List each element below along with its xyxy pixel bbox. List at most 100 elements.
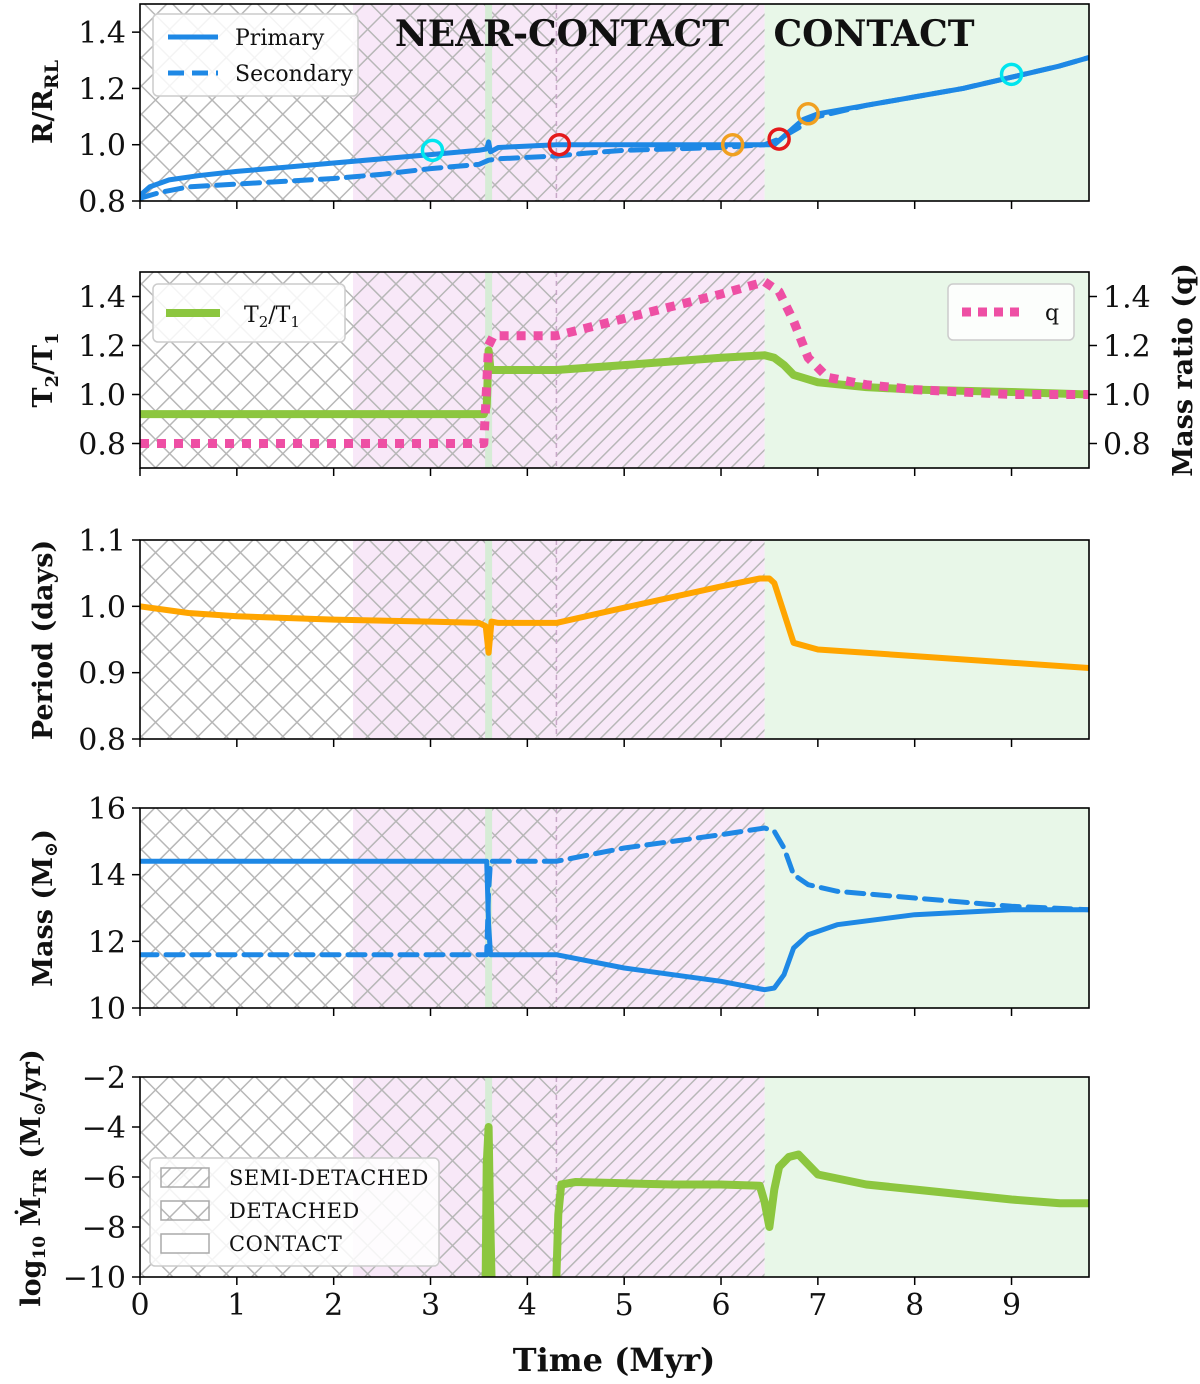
legend-detached-swatch: [160, 1200, 210, 1221]
near-contact-label: NEAR-CONTACT: [395, 13, 729, 55]
radius-ylabel: R/RRL: [28, 60, 63, 144]
y-tick-label: 14: [88, 859, 126, 894]
event-marker-2: [720, 132, 745, 157]
x-tick-label: 4: [518, 1288, 537, 1323]
legend: SEMI-DETACHED DETACHED CONTACT: [149, 1157, 440, 1267]
data-lines: [140, 825, 1089, 993]
legend-secondary-label: Secondary: [235, 62, 354, 87]
y-tick-label: 1.2: [78, 72, 126, 107]
legend-contact-swatch: [160, 1233, 210, 1254]
temperature-ratio-panel: 0.8 1.0 1.2 1.4 0.8 1.0 1.2 1.4 T2/T1 q T2/T1 M…: [28, 263, 1199, 476]
series-line-3-1: [140, 825, 1089, 958]
y-tick-label: 1.0: [78, 379, 126, 414]
series-line-0-1: [140, 55, 1089, 201]
x-tick-label: 1: [227, 1288, 246, 1323]
x-tick-label: 0: [130, 1288, 149, 1323]
y-tick-label: 1.2: [78, 330, 126, 365]
series-line-1-1: [140, 277, 1089, 448]
legend-t2t1-label: T2/T1: [244, 303, 300, 331]
y-right-tick-label: 1.0: [1103, 379, 1151, 414]
contact-label: CONTACT: [773, 13, 974, 55]
axes-frame: [139, 271, 1090, 469]
legend-detached-label: DETACHED: [229, 1199, 360, 1223]
y-tick-label: 1.4: [78, 281, 126, 316]
series-line-2-0: [140, 575, 1089, 671]
y-tick-label: 0.8: [78, 723, 126, 758]
radius-panel: 0.8 1.0 1.2 1.4 NEAR-CONTACT CONTACT Primar…: [28, 3, 1090, 220]
y-tick-label: 1.4: [78, 16, 126, 51]
series-line-4-0: [481, 1123, 496, 1277]
x-tick-label: 3: [421, 1288, 440, 1323]
y-tick-label: 0.9: [78, 657, 126, 692]
y-right-tick-label: 0.8: [1103, 428, 1151, 463]
x-axis-label: Time (Myr): [513, 1341, 715, 1379]
contact-region: [764, 540, 1089, 739]
series-line-3-0: [140, 858, 1089, 993]
y-tick-label: 10: [88, 992, 126, 1027]
data-lines: [140, 55, 1089, 201]
y-tick-label: −4: [82, 1111, 126, 1146]
x-tick-label: 5: [615, 1288, 634, 1323]
region-backgrounds: [140, 808, 1089, 1008]
event-marker-4: [796, 102, 820, 126]
mass-ylabel: Mass (M⊙): [28, 829, 62, 987]
axes: 0.8 1.0 1.2 1.4 0.8 1.0 1.2 1.4: [78, 271, 1151, 476]
axes-frame: [139, 3, 1090, 202]
event-marker-3: [767, 127, 791, 151]
y-tick-label: 0.8: [78, 185, 126, 220]
axes: 10 12 14 16: [88, 792, 1090, 1027]
axes: 0 1 2 3 4 5 6 7 8 9 −10 −8 −6 −4 −2: [63, 1061, 1090, 1323]
detached-hatch: [140, 808, 557, 1008]
y-right-tick-label: 1.2: [1103, 330, 1151, 365]
y-tick-label: −6: [82, 1161, 126, 1196]
y-tick-label: 12: [88, 925, 126, 960]
semi-detached-hatch: [556, 540, 765, 739]
x-tick-label: 9: [1002, 1288, 1021, 1323]
legend-semi-detached-label: SEMI-DETACHED: [229, 1166, 429, 1190]
event-marker-0: [420, 138, 445, 163]
y-tick-label: 1.0: [78, 590, 126, 625]
axes-frame: [139, 539, 1090, 740]
mass-ratio-ylabel: Mass ratio (q): [1168, 263, 1199, 476]
axes: 0.8 0.9 1.0 1.1: [78, 524, 1090, 758]
series-line-4-1: [552, 1150, 1089, 1277]
data-lines: [481, 1123, 1089, 1277]
y-tick-label: 1.0: [78, 129, 126, 164]
semi-detached-hatch: [556, 4, 765, 201]
legend-left: T2/T1: [152, 283, 346, 343]
legend: Primary Secondary: [152, 13, 359, 97]
event-markers: [420, 62, 1024, 163]
x-tick-label: 6: [711, 1288, 730, 1323]
x-tick-label: 2: [324, 1288, 343, 1323]
mass-panel: 10 12 14 16 Mass (M⊙): [28, 792, 1090, 1027]
series-line-0-0: [140, 55, 1089, 198]
mass-transfer-ylabel: log10 ṀTR (M⊙/yr): [13, 1049, 51, 1306]
data-lines: [140, 575, 1089, 671]
region-backgrounds: [140, 272, 1089, 468]
event-marker-1: [547, 132, 572, 157]
period-panel: 0.8 0.9 1.0 1.1 Period (days): [28, 524, 1090, 758]
series-line-1-0: [140, 346, 1089, 419]
mass-transfer-panel: 0 1 2 3 4 5 6 7 8 9 −10 −8 −6 −4 −2 SEMI-DETACHED DETA…: [13, 1049, 1090, 1323]
semi-detached-hatch: [556, 1077, 765, 1277]
detached-hatch: [140, 540, 557, 739]
y-tick-label: −8: [82, 1211, 126, 1246]
region-backgrounds: [140, 540, 1089, 739]
legend-semi-detached-swatch: [160, 1167, 210, 1188]
semi-detached-hatch: [556, 808, 765, 1008]
y-tick-label: 16: [88, 792, 126, 827]
y-right-tick-label: 1.4: [1103, 281, 1151, 316]
legend-primary-label: Primary: [235, 26, 325, 51]
axes-frame: [139, 807, 1090, 1009]
contact-region: [764, 4, 1089, 201]
y-tick-label: 0.8: [78, 428, 126, 463]
legend-q-label: q: [1045, 301, 1059, 326]
y-tick-label: −2: [82, 1061, 126, 1096]
y-tick-label: 1.1: [78, 524, 126, 559]
period-ylabel: Period (days): [28, 540, 59, 740]
y-tick-label: −10: [63, 1261, 126, 1296]
x-tick-label: 7: [808, 1288, 827, 1323]
x-tick-label: 8: [905, 1288, 924, 1323]
temperature-ratio-ylabel: T2/T1: [28, 332, 63, 407]
